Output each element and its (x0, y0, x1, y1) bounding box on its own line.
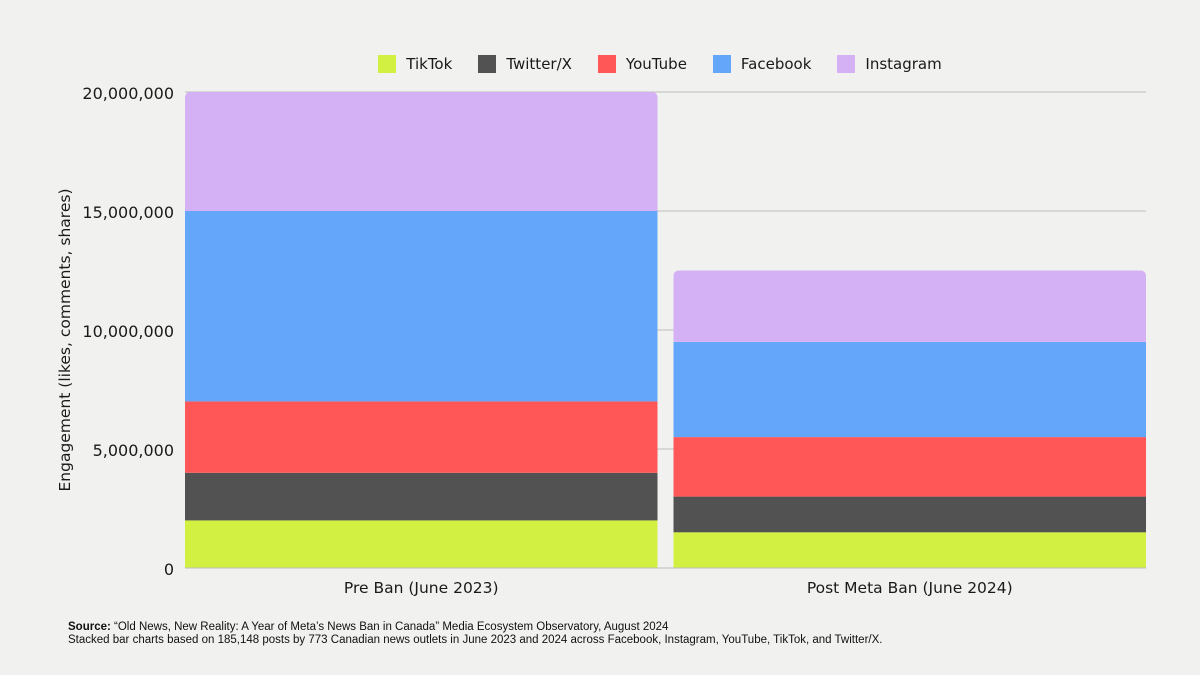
y-tick-label: 5,000,000 (93, 441, 174, 460)
legend-item: Twitter/X (478, 55, 572, 73)
x-tick-label: Pre Ban (June 2023) (344, 579, 499, 597)
legend-swatch (478, 55, 497, 73)
bar-segment-twitter-x (185, 472, 658, 521)
y-tick-label: 15,000,000 (82, 203, 174, 222)
legend-swatch (597, 55, 616, 73)
legend-item: Facebook (712, 55, 812, 73)
bar-segment-instagram (673, 270, 1146, 342)
legend-swatch (837, 55, 856, 73)
legend-item: Instagram (837, 55, 942, 73)
source-line: Source: “Old News, New Reality: A Year o… (68, 621, 882, 634)
legend-label: Facebook (740, 55, 812, 73)
legend-swatch (712, 55, 731, 73)
source-description: Stacked bar charts based on 185,148 post… (68, 634, 883, 646)
source-text: “Old News, New Reality: A Year of Meta’s… (110, 621, 669, 633)
legend-item: YouTube (597, 55, 687, 73)
y-axis-label: Engagement (likes, comments, shares) (56, 189, 74, 492)
source-label: Source: (68, 621, 111, 633)
bar-segment-youtube (185, 401, 658, 473)
legend-label: YouTube (625, 55, 687, 73)
y-tick-label: 20,000,000 (82, 84, 174, 103)
bar-segment-facebook (673, 341, 1146, 438)
bar-segment-tiktok (185, 520, 658, 568)
bar-segment-facebook (185, 211, 658, 402)
bar-segment-youtube (673, 437, 1146, 497)
legend-item: TikTok (378, 55, 452, 73)
bar-segment-tiktok (673, 532, 1146, 568)
y-tick-label: 0 (164, 560, 174, 579)
legend-label: Twitter/X (506, 55, 572, 73)
x-tick-label: Post Meta Ban (June 2024) (807, 579, 1013, 597)
bar-segment-twitter-x (673, 496, 1146, 533)
chart-legend: TikTok Twitter/X YouTube Facebook Instagram (0, 55, 1200, 73)
legend-swatch (378, 55, 397, 73)
bar-segment-instagram (185, 92, 658, 211)
y-tick-label: 10,000,000 (82, 322, 174, 341)
legend-label: Instagram (865, 55, 942, 73)
legend-label: TikTok (406, 55, 453, 73)
source-note: Source: “Old News, New Reality: A Year o… (68, 621, 882, 647)
